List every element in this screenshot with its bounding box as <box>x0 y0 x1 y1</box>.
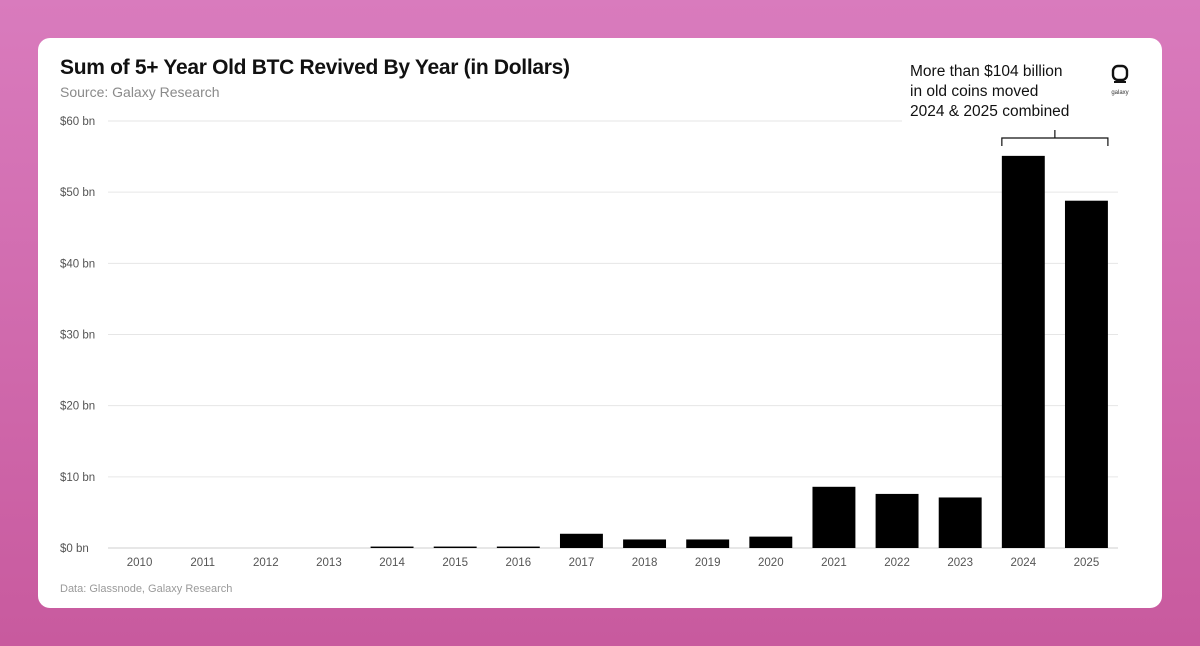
x-tick-label: 2011 <box>190 557 215 569</box>
chart-footer: Data: Glassnode, Galaxy Research <box>60 583 233 595</box>
x-tick-label: 2015 <box>442 557 468 569</box>
chart-card: Sum of 5+ Year Old BTC Revived By Year (… <box>38 38 1162 608</box>
x-tick-label: 2016 <box>506 557 532 569</box>
x-tick-label: 2024 <box>1011 557 1037 569</box>
bar <box>433 546 477 548</box>
x-tick-label: 2010 <box>127 557 153 569</box>
x-tick-label: 2013 <box>316 557 342 569</box>
bar <box>623 539 667 548</box>
y-tick-label: $0 bn <box>60 543 89 555</box>
x-tick-label: 2017 <box>569 557 595 569</box>
x-tick-label: 2022 <box>884 557 910 569</box>
bar <box>875 493 919 548</box>
bar <box>496 546 540 548</box>
annotation-line-1: More than $104 billion <box>910 63 1063 80</box>
y-tick-label: $50 bn <box>60 187 95 199</box>
annotation-line-2: in old coins moved <box>910 83 1039 100</box>
y-tick-label: $40 bn <box>60 258 95 270</box>
bar <box>559 533 603 548</box>
y-tick-label: $20 bn <box>60 401 95 413</box>
x-tick-label: 2019 <box>695 557 721 569</box>
bar <box>812 486 856 548</box>
bar <box>938 497 982 548</box>
annotation-line-3: 2024 & 2025 combined <box>910 103 1070 120</box>
annotation-bracket <box>1001 130 1109 146</box>
y-tick-label: $30 bn <box>60 330 95 342</box>
x-tick-label: 2014 <box>379 557 405 569</box>
bar-chart: $0 bn $10 bn $20 bn $30 bn $40 bn $50 bn $60 b… <box>60 116 1118 569</box>
chart-subtitle: Source: Galaxy Research <box>60 84 220 100</box>
x-tick-label: 2021 <box>821 557 847 569</box>
chart-title: Sum of 5+ Year Old BTC Revived By Year (… <box>60 56 570 79</box>
bar <box>686 539 730 548</box>
annotation-box: More than $104 billion in old coins move… <box>902 60 1118 124</box>
bar <box>749 536 793 548</box>
y-tick-label: $10 bn <box>60 472 95 484</box>
bar <box>1001 155 1045 548</box>
x-tick-label: 2020 <box>758 557 784 569</box>
bar <box>1064 200 1108 548</box>
galaxy-logo: galaxy <box>1104 64 1136 96</box>
x-tick-label: 2018 <box>632 557 658 569</box>
y-tick-label: $60 bn <box>60 116 95 128</box>
logo-label: galaxy <box>1111 90 1129 96</box>
x-tick-label: 2025 <box>1074 557 1100 569</box>
x-tick-label: 2012 <box>253 557 279 569</box>
bar <box>370 546 414 548</box>
x-tick-label: 2023 <box>947 557 973 569</box>
galaxy-logo-icon <box>1111 64 1129 83</box>
